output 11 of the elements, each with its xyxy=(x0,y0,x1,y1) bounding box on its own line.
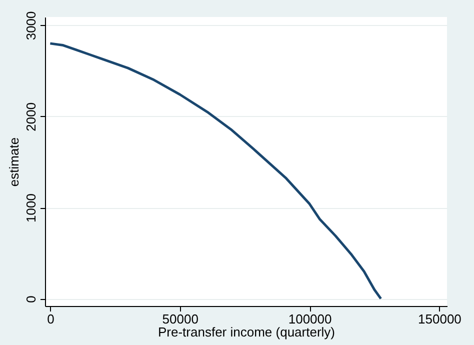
x-tick-label: 150000 xyxy=(418,312,462,326)
y-tick-label: 1000 xyxy=(24,194,38,222)
x-tick-label: 0 xyxy=(47,312,54,326)
x-tick-label: 50000 xyxy=(162,312,198,326)
line-series xyxy=(48,42,382,300)
y-tick-label: 3000 xyxy=(24,11,38,40)
y-tick-label: 0 xyxy=(24,296,38,303)
y-axis-title: estimate xyxy=(6,137,22,187)
y-tick-label: 2000 xyxy=(24,102,38,132)
x-tick-label: 100000 xyxy=(288,312,332,326)
x-axis-title: Pre-transfer income (quarterly) xyxy=(158,324,335,340)
